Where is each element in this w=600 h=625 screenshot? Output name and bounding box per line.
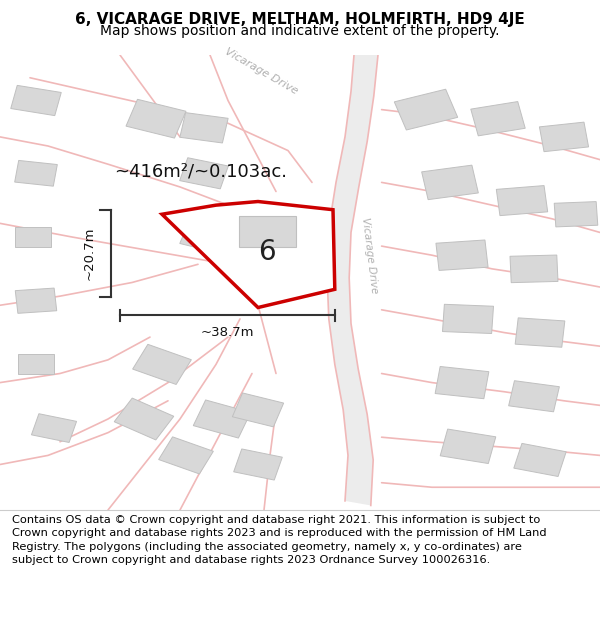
Polygon shape [180, 221, 228, 253]
Polygon shape [162, 201, 335, 308]
Polygon shape [436, 240, 488, 271]
Polygon shape [15, 227, 51, 247]
Polygon shape [509, 381, 559, 412]
Text: Contains OS data © Crown copyright and database right 2021. This information is : Contains OS data © Crown copyright and d… [12, 515, 547, 565]
Polygon shape [133, 344, 191, 384]
Text: ~38.7m: ~38.7m [200, 326, 254, 339]
Text: 6, VICARAGE DRIVE, MELTHAM, HOLMFIRTH, HD9 4JE: 6, VICARAGE DRIVE, MELTHAM, HOLMFIRTH, H… [75, 12, 525, 27]
Polygon shape [440, 429, 496, 464]
Polygon shape [442, 304, 494, 334]
Polygon shape [422, 165, 478, 199]
Polygon shape [327, 55, 378, 506]
Polygon shape [496, 186, 548, 216]
Polygon shape [233, 449, 283, 480]
Text: Vicarage Drive: Vicarage Drive [223, 46, 299, 96]
Polygon shape [510, 255, 558, 282]
Polygon shape [435, 366, 489, 399]
Text: 6: 6 [258, 238, 276, 266]
Polygon shape [14, 161, 58, 186]
Polygon shape [471, 102, 525, 136]
Polygon shape [180, 112, 228, 143]
Polygon shape [554, 202, 598, 227]
Polygon shape [126, 99, 186, 138]
Polygon shape [15, 288, 57, 313]
Polygon shape [18, 354, 54, 374]
Polygon shape [394, 89, 458, 130]
Polygon shape [31, 414, 77, 442]
Polygon shape [114, 398, 174, 440]
Polygon shape [193, 400, 251, 438]
Polygon shape [239, 216, 296, 247]
Text: ~20.7m: ~20.7m [82, 227, 95, 280]
Polygon shape [11, 86, 61, 116]
Polygon shape [514, 443, 566, 476]
Polygon shape [515, 318, 565, 348]
Text: ~416m²/~0.103ac.: ~416m²/~0.103ac. [115, 162, 287, 180]
Text: Vicarage Drive: Vicarage Drive [360, 217, 379, 294]
Polygon shape [232, 393, 284, 427]
Polygon shape [179, 158, 229, 189]
Polygon shape [158, 437, 214, 474]
Polygon shape [539, 122, 589, 152]
Text: Map shows position and indicative extent of the property.: Map shows position and indicative extent… [100, 24, 500, 39]
